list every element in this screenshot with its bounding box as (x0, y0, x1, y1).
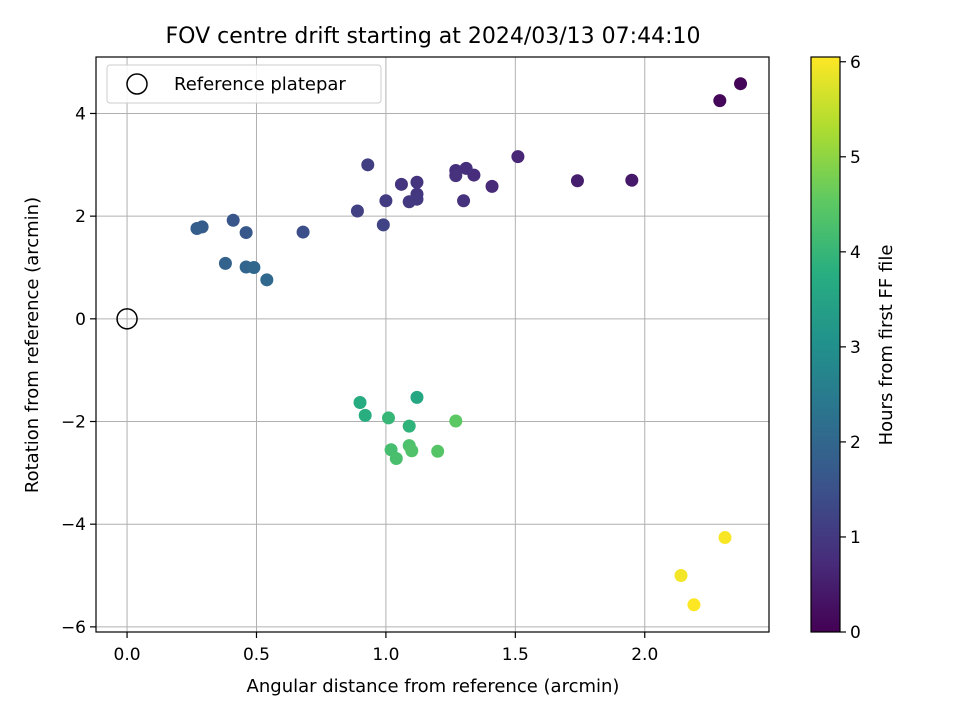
legend-marker (126, 73, 148, 95)
legend-label: Reference platepar (174, 74, 346, 95)
y-tick-label: 4 (75, 104, 86, 124)
data-point (687, 598, 701, 612)
reference-point (116, 308, 138, 330)
x-tick-label: 2.0 (631, 645, 658, 665)
colorbar: 0 1 2 3 4 5 6 Hours from first FF file (810, 53, 897, 643)
colorbar-ticks: 0 1 2 3 4 5 6 (840, 53, 861, 643)
colorbar-tick-label: 3 (850, 338, 861, 358)
legend-box (106, 64, 382, 104)
y-axis-ticks: −6 −4 −2 0 2 4 (61, 104, 96, 638)
data-point (296, 225, 310, 239)
x-tick-label: 1.5 (502, 645, 529, 665)
data-point (190, 221, 204, 235)
data-point (389, 451, 403, 465)
data-point (449, 169, 463, 183)
data-point (485, 179, 499, 193)
y-tick-label: −2 (61, 413, 86, 433)
data-point (405, 444, 419, 458)
legend: Reference platepar (106, 64, 382, 104)
data-point (358, 408, 372, 422)
y-tick-label: −6 (61, 618, 86, 638)
y-tick-label: 0 (75, 310, 86, 330)
data-point (361, 158, 375, 172)
data-point (734, 77, 748, 91)
data-point (353, 396, 367, 410)
colorbar-gradient (810, 56, 841, 633)
data-point (381, 411, 395, 425)
data-points (190, 77, 748, 612)
data-point (410, 390, 424, 404)
data-point (410, 175, 424, 189)
data-point (457, 194, 471, 208)
plot-frame (95, 56, 770, 633)
data-point (402, 195, 416, 209)
y-tick-label: 2 (75, 207, 86, 227)
colorbar-tick-label: 5 (850, 148, 861, 168)
x-tick-label: 1.0 (372, 645, 399, 665)
data-point (376, 218, 390, 232)
reference-marker (116, 308, 138, 330)
data-point (674, 569, 688, 583)
data-point (718, 531, 732, 545)
data-point (459, 161, 473, 175)
data-point (379, 194, 393, 208)
data-point (402, 419, 416, 433)
x-tick-label: 0.0 (114, 645, 141, 665)
data-point (449, 414, 463, 428)
data-point (260, 273, 274, 287)
data-point (394, 177, 408, 191)
colorbar-label: Hours from first FF file (876, 245, 897, 446)
data-point (350, 204, 364, 218)
colorbar-tick-label: 6 (850, 53, 861, 73)
grid-lines (96, 57, 769, 632)
data-point (570, 174, 584, 188)
data-point (431, 444, 445, 458)
x-axis-label: Angular distance from reference (arcmin) (247, 676, 620, 697)
colorbar-tick-label: 4 (850, 243, 861, 263)
x-axis-ticks: 0.0 0.5 1.0 1.5 2.0 (114, 632, 658, 665)
data-point (511, 150, 525, 164)
colorbar-tick-label: 1 (850, 528, 861, 548)
data-point (226, 213, 240, 227)
x-tick-label: 0.5 (243, 645, 270, 665)
colorbar-tick-label: 2 (850, 433, 861, 453)
data-point (247, 260, 261, 274)
chart-title: FOV centre drift starting at 2024/03/13 … (166, 24, 701, 49)
y-tick-label: −4 (61, 515, 86, 535)
data-point (239, 226, 253, 240)
data-point (218, 256, 232, 270)
y-axis-label: Rotation from reference (arcmin) (22, 197, 43, 493)
data-point (713, 94, 727, 108)
data-point (625, 173, 639, 187)
colorbar-tick-label: 0 (850, 623, 861, 643)
